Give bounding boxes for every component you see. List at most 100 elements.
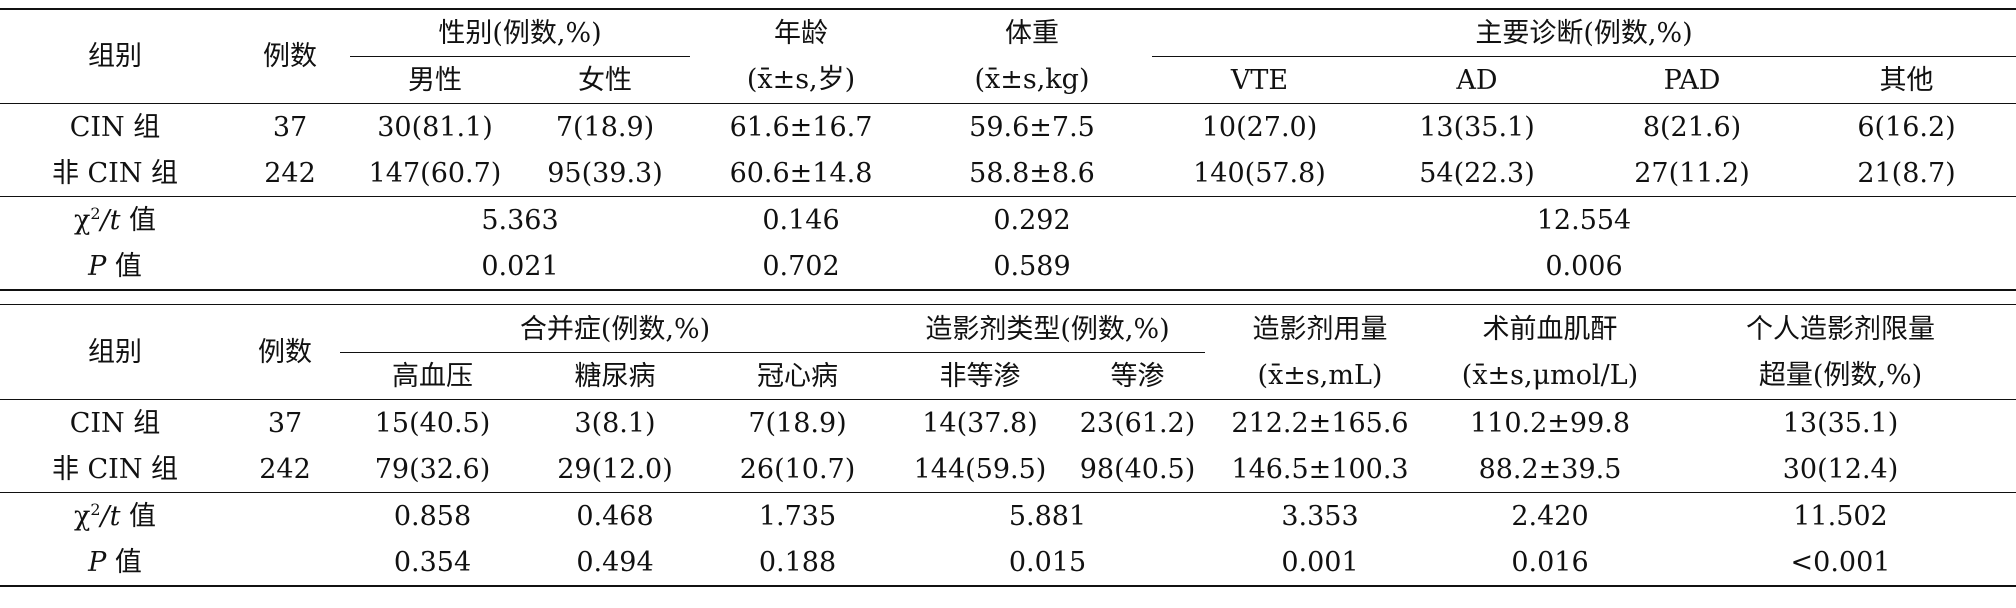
header-comorbidity: 合并症(例数,%) bbox=[340, 306, 890, 353]
header-scr-unit: (x̄±s,μmol/L) bbox=[1461, 360, 1639, 392]
header-htn: 高血压 bbox=[392, 360, 473, 392]
cell: 110.2±99.8 bbox=[1435, 399, 1665, 446]
p-label: P 值 bbox=[88, 546, 142, 578]
header-weight-unit: (x̄±s,kg) bbox=[974, 64, 1090, 96]
header-limit-2: 超量(例数,%) bbox=[1758, 360, 1923, 392]
cell: 13(35.1) bbox=[1665, 399, 2016, 446]
header-weight: 体重 bbox=[1005, 17, 1059, 49]
header-dose-unit: (x̄±s,mL) bbox=[1257, 360, 1383, 392]
cell: 88.2±39.5 bbox=[1478, 453, 1622, 485]
cell: 0.015 bbox=[1008, 546, 1087, 578]
table-row: CIN 组 37 15(40.5) 3(8.1) 7(18.9) 14(37.8… bbox=[0, 399, 2016, 446]
table-row-stat: χ2/t 值 5.363 0.146 0.292 12.554 bbox=[0, 196, 2016, 243]
header-female: 女性 bbox=[578, 64, 632, 96]
cell: 3.353 bbox=[1205, 492, 1435, 539]
cell: 3(8.1) bbox=[525, 399, 705, 446]
stat-label: χ2/t 值 bbox=[0, 492, 230, 539]
cell: 11.502 bbox=[1665, 492, 2016, 539]
cell: 59.6±7.5 bbox=[912, 103, 1152, 150]
cell: 0.006 bbox=[1545, 250, 1623, 282]
header-dm: 糖尿病 bbox=[574, 360, 656, 392]
cell: 61.6±16.7 bbox=[690, 103, 912, 150]
cell: 0.016 bbox=[1511, 546, 1589, 578]
header-chd: 冠心病 bbox=[757, 360, 838, 392]
cell: 30(12.4) bbox=[1782, 453, 1899, 485]
cell: 29(12.0) bbox=[557, 453, 673, 485]
cell: 212.2±165.6 bbox=[1205, 399, 1435, 446]
cell: 15(40.5) bbox=[340, 399, 525, 446]
header-limit: 个人造影剂限量 bbox=[1746, 313, 1935, 345]
table-demographics: 组别 例数 性别(例数,%) 年龄 体重 主要诊断(例数,%) 男性 女性 (x… bbox=[0, 8, 2016, 291]
cell: 非 CIN 组 bbox=[51, 157, 179, 189]
header-nonisosmolar: 非等渗 bbox=[939, 360, 1021, 392]
header-other: 其他 bbox=[1879, 64, 1934, 96]
cell: 26(10.7) bbox=[739, 453, 856, 485]
cell: 27(11.2) bbox=[1634, 157, 1750, 189]
header-scr: 术前血肌酐 bbox=[1482, 313, 1618, 345]
cell: CIN 组 bbox=[0, 399, 230, 446]
cell: 8(21.6) bbox=[1587, 103, 1797, 150]
cell: 60.6±14.8 bbox=[729, 157, 873, 189]
cell: 10(27.0) bbox=[1152, 103, 1367, 150]
header-group: 组别 bbox=[88, 41, 142, 72]
table-row-p: P 值 0.354 0.494 0.188 0.015 0.001 0.016 … bbox=[0, 539, 2016, 586]
cell: 98(40.5) bbox=[1079, 453, 1196, 485]
cell: 0.354 bbox=[393, 546, 472, 578]
cell: 7(18.9) bbox=[705, 399, 890, 446]
table-row: 非 CIN 组 242 147(60.7) 95(39.3) 60.6±14.8… bbox=[0, 150, 2016, 197]
cell: 0.494 bbox=[576, 546, 654, 578]
cell: 非 CIN 组 bbox=[51, 453, 179, 485]
header-age-unit: (x̄±s,岁) bbox=[746, 64, 856, 96]
divider bbox=[0, 304, 2016, 305]
header-group: 组别 bbox=[88, 337, 142, 368]
cell: 13(35.1) bbox=[1367, 103, 1587, 150]
header-male: 男性 bbox=[408, 64, 462, 96]
cell: 0.702 bbox=[762, 250, 840, 282]
header-dose: 造影剂用量 bbox=[1252, 313, 1388, 345]
cell: 5.363 bbox=[350, 196, 690, 243]
header-ad: AD bbox=[1456, 64, 1498, 96]
cell: 242 bbox=[259, 453, 311, 485]
cell: 0.188 bbox=[758, 546, 837, 578]
cell: 0.858 bbox=[340, 492, 525, 539]
cell: 242 bbox=[264, 157, 316, 189]
cell: 79(32.6) bbox=[374, 453, 491, 485]
cell: CIN 组 bbox=[0, 103, 230, 150]
table-row-stat: χ2/t 值 0.858 0.468 1.735 5.881 3.353 2.4… bbox=[0, 492, 2016, 539]
cell: 6(16.2) bbox=[1797, 103, 2016, 150]
cell: 14(37.8) bbox=[890, 399, 1070, 446]
cell: 58.8±8.6 bbox=[969, 157, 1095, 189]
cell: 0.468 bbox=[525, 492, 705, 539]
cell: 37 bbox=[230, 399, 340, 446]
cell: 0.589 bbox=[993, 250, 1071, 282]
cell: 0.146 bbox=[690, 196, 912, 243]
cell: 12.554 bbox=[1152, 196, 2016, 243]
header-isosmolar: 等渗 bbox=[1110, 360, 1165, 392]
header-sex: 性别(例数,%) bbox=[350, 9, 690, 57]
cell: 7(18.9) bbox=[520, 103, 690, 150]
table-row-p: P 值 0.021 0.702 0.589 0.006 bbox=[0, 243, 2016, 290]
header-age: 年龄 bbox=[774, 17, 828, 49]
table-row: CIN 组 37 30(81.1) 7(18.9) 61.6±16.7 59.6… bbox=[0, 103, 2016, 150]
cell: 95(39.3) bbox=[547, 157, 663, 189]
header-count: 例数 bbox=[258, 337, 312, 368]
header-pad: PAD bbox=[1663, 64, 1721, 96]
header-vte: VTE bbox=[1230, 64, 1289, 96]
cell: 144(59.5) bbox=[913, 453, 1047, 485]
cell: 54(22.3) bbox=[1419, 157, 1535, 189]
header-contrast-type: 造影剂类型(例数,%) bbox=[890, 306, 1205, 353]
cell: 1.735 bbox=[705, 492, 890, 539]
header-count: 例数 bbox=[263, 41, 317, 72]
cell: 30(81.1) bbox=[350, 103, 520, 150]
cell: 147(60.7) bbox=[368, 157, 502, 189]
table-clinical: 组别 例数 合并症(例数,%) 造影剂类型(例数,%) 造影剂用量 术前血肌酐 … bbox=[0, 306, 2016, 587]
cell: 146.5±100.3 bbox=[1231, 453, 1409, 485]
table-row: 非 CIN 组 242 79(32.6) 29(12.0) 26(10.7) 1… bbox=[0, 446, 2016, 493]
cell: 37 bbox=[230, 103, 350, 150]
cell: <0.001 bbox=[1790, 546, 1891, 578]
cell: 0.292 bbox=[912, 196, 1152, 243]
header-diagnosis: 主要诊断(例数,%) bbox=[1152, 9, 2016, 57]
cell: 0.021 bbox=[481, 250, 559, 282]
cell: 0.001 bbox=[1281, 546, 1359, 578]
